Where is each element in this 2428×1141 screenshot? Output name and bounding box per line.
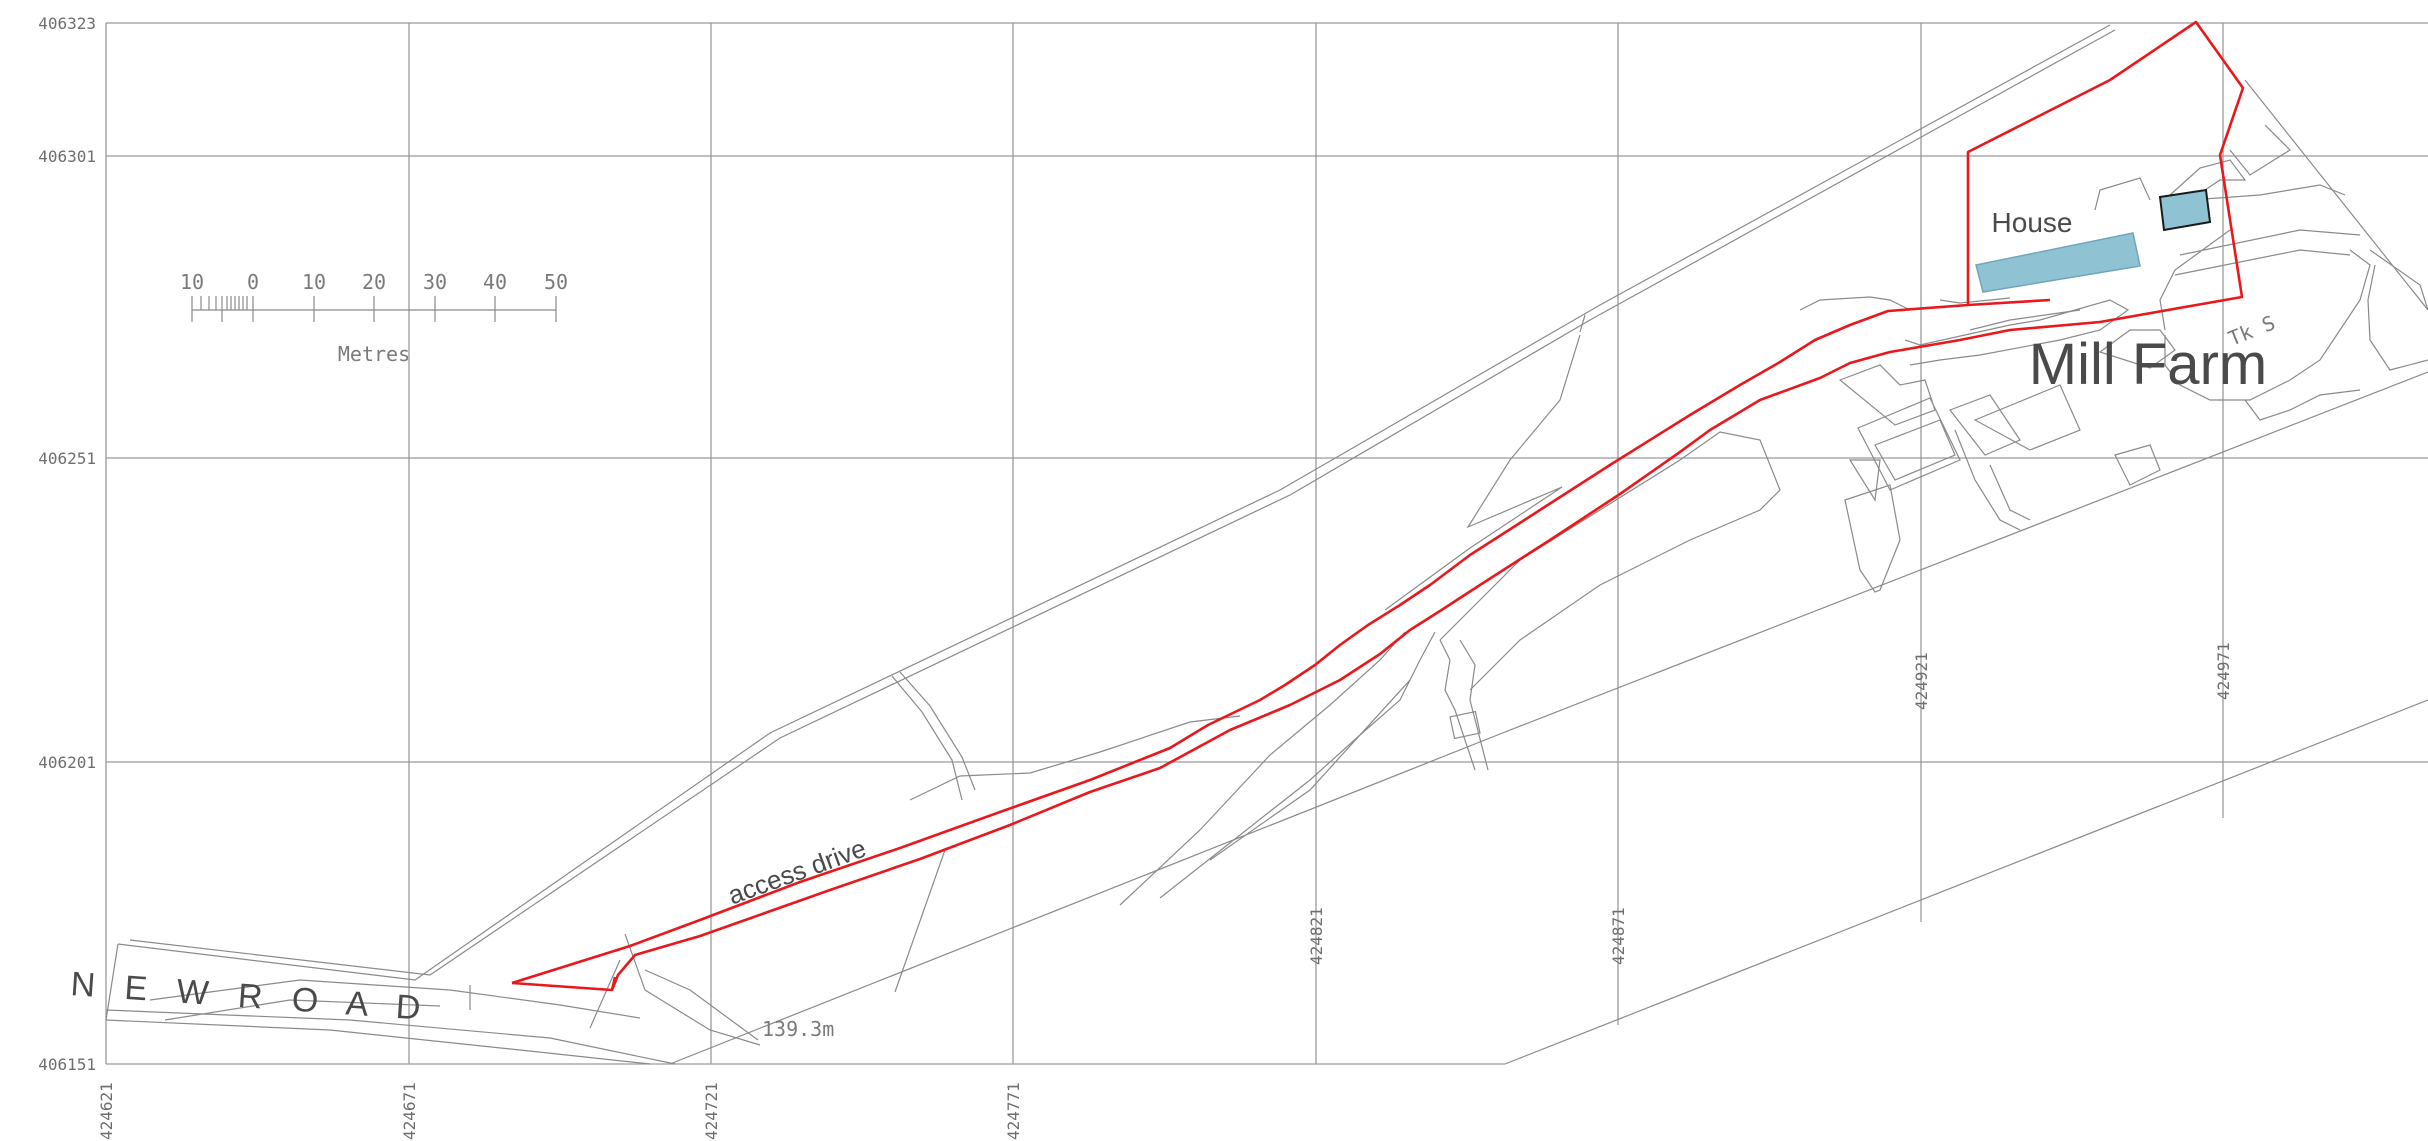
field-boundary — [899, 671, 976, 791]
track-edge — [1119, 631, 1406, 906]
field-boundary — [1579, 314, 1586, 333]
road-name-label: N E W R O A D — [69, 965, 431, 1028]
scale-tick-label: 0 — [247, 270, 259, 294]
coordinate-grid — [105, 22, 2428, 1065]
scale-tick-label: 10 — [180, 270, 204, 294]
building-outline — [2159, 229, 2231, 331]
easting-label: 424721 — [702, 1082, 721, 1140]
scale-tick-label: 10 — [302, 270, 326, 294]
easting-label: 424671 — [400, 1082, 419, 1140]
field-boundary — [1504, 699, 2428, 1065]
scale-tick-label: 30 — [423, 270, 447, 294]
access-drive-label: access drive — [724, 833, 870, 911]
access-drive-boundary — [610, 320, 2101, 991]
northing-label: 406151 — [38, 1055, 96, 1074]
spot-height-label: 139.3m — [762, 1017, 834, 1041]
building-outline — [2098, 329, 2176, 369]
scale-tick-label: 40 — [483, 270, 507, 294]
building-outline — [1844, 484, 1901, 593]
house-footprints — [1975, 188, 2212, 293]
field-boundary — [669, 371, 2428, 1065]
scale-tick-label: 50 — [544, 270, 568, 294]
easting-label: 424821 — [1307, 907, 1326, 965]
site-boundary — [511, 20, 2245, 992]
easting-label: 424871 — [1609, 907, 1628, 965]
building-outline — [2244, 389, 2361, 421]
building-outline — [2367, 264, 2428, 371]
northing-label: 406323 — [38, 14, 96, 33]
building-outline — [2369, 249, 2428, 311]
access-drive-boundary — [511, 298, 2051, 985]
building-outline — [1973, 384, 2081, 451]
field-boundary — [2244, 79, 2428, 311]
track-edge — [624, 933, 761, 1046]
building-outline — [2229, 124, 2291, 176]
building-outline — [1969, 309, 2081, 331]
building-outline — [1939, 297, 2011, 304]
field-boundary — [117, 24, 2111, 981]
small-structure — [1449, 710, 1481, 740]
map-labels: House Mill Farm access drive N E W R O A… — [69, 207, 2278, 1041]
building-outline — [1874, 419, 1956, 481]
scale-tick-label: 20 — [362, 270, 386, 294]
road-edge — [105, 1019, 651, 1065]
access-drive-boundary — [511, 976, 617, 992]
roads-and-tracks — [105, 334, 1781, 1065]
building-outline — [2179, 229, 2361, 256]
scale-bar: 10 0 10 20 30 40 50 Metres — [180, 270, 568, 366]
site-name-label: Mill Farm — [2029, 332, 2267, 397]
building-outline — [2174, 249, 2351, 276]
road-edge — [149, 979, 641, 1019]
field-boundary — [891, 675, 963, 801]
building-outline — [2114, 444, 2161, 486]
building-outline — [1989, 464, 2031, 521]
building-outline — [2189, 184, 2346, 201]
track-edge — [1159, 631, 1436, 899]
field-boundary — [105, 943, 119, 1021]
track-edge — [909, 715, 1241, 801]
northing-label: 406251 — [38, 449, 96, 468]
building-outline — [1949, 394, 2021, 456]
track-edge — [1439, 431, 1781, 691]
field-boundary — [894, 849, 946, 993]
building-outline — [1838, 364, 1936, 426]
building-outline — [2169, 159, 2247, 201]
farm-building-outlines — [1799, 124, 2428, 593]
easting-label: 424921 — [1912, 652, 1931, 710]
easting-label: 424971 — [2214, 642, 2233, 700]
track-edge — [644, 969, 759, 1041]
field-boundaries — [105, 24, 2428, 1065]
field-boundary — [129, 29, 2116, 976]
building-outline — [1857, 397, 1961, 491]
grid-coordinate-labels: 406323 406301 406251 406201 406151 42462… — [38, 14, 2233, 1140]
easting-label: 424771 — [1004, 1082, 1023, 1140]
building-outline — [2094, 177, 2151, 211]
building-outline — [1904, 299, 2130, 366]
track-edge — [1209, 679, 1411, 861]
building-outline — [1799, 296, 1911, 311]
curtilage-boundary — [1966, 20, 2245, 324]
outbuilding-footprint — [2158, 188, 2212, 232]
northing-label: 406301 — [38, 147, 96, 166]
northing-label: 406201 — [38, 753, 96, 772]
building-outline — [1954, 429, 2021, 531]
house-label: House — [1992, 207, 2073, 238]
road-edge — [164, 999, 441, 1021]
track-edge — [1384, 334, 1581, 611]
road-edge — [105, 1009, 676, 1065]
track-edge — [1459, 639, 1489, 771]
building-outline — [1848, 459, 1881, 502]
building-outline — [2164, 249, 2371, 401]
track-edge — [589, 959, 621, 1029]
house-footprint — [1975, 232, 2141, 293]
easting-label: 424621 — [97, 1082, 116, 1140]
track-edge — [1439, 639, 1476, 771]
scale-unit-label: Metres — [338, 342, 410, 366]
